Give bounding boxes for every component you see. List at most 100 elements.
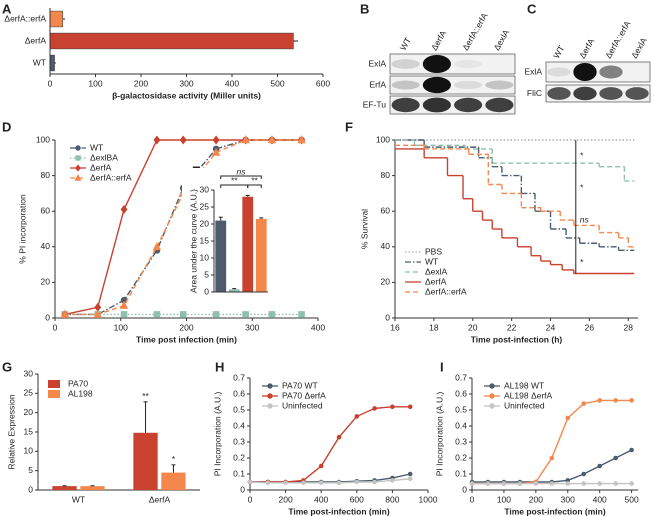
y-axis-label: PI Incorporation (A.U.) bbox=[434, 392, 444, 477]
x-tick-label: 100 bbox=[88, 78, 102, 88]
significance-label: ** bbox=[231, 175, 238, 185]
marker bbox=[533, 481, 539, 486]
significance-label: ns bbox=[580, 214, 590, 224]
blot-band bbox=[454, 97, 483, 113]
marker bbox=[242, 311, 249, 318]
y-tick-label: 80 bbox=[41, 170, 51, 180]
bar bbox=[228, 289, 240, 292]
x-tick-label: 16 bbox=[390, 322, 400, 332]
marker bbox=[283, 480, 288, 486]
marker bbox=[565, 415, 571, 421]
y-tick-label: 20 bbox=[24, 407, 34, 417]
significance-label: ns bbox=[237, 166, 247, 176]
blot-band bbox=[599, 87, 623, 100]
y-tick-label: 10 bbox=[200, 252, 210, 262]
marker bbox=[469, 481, 475, 486]
legend-label: AL198 ΔerfA bbox=[504, 390, 553, 400]
y-tick-label: 10 bbox=[24, 446, 34, 456]
marker bbox=[120, 204, 128, 214]
blot-band bbox=[422, 55, 451, 73]
legend-swatch bbox=[48, 390, 60, 398]
x-tick-label: 500 bbox=[270, 78, 284, 88]
y-axis-label: PI Incorporation (A.U.) bbox=[212, 392, 222, 477]
marker bbox=[581, 471, 587, 477]
y-tick-label: 0.3 bbox=[455, 436, 467, 446]
lane-label: ΔerfA::erfA bbox=[603, 19, 633, 60]
marker bbox=[212, 135, 220, 145]
blot-band bbox=[573, 63, 597, 81]
category-label: ΔerfA bbox=[25, 35, 47, 45]
legend-marker bbox=[267, 393, 273, 399]
blot-band bbox=[422, 97, 451, 113]
y-tick-label: 0.6 bbox=[233, 388, 245, 398]
y-tick-label: 0.5 bbox=[455, 404, 467, 414]
blot-strip bbox=[545, 84, 651, 103]
blot-strip bbox=[389, 95, 516, 115]
panel-letter: G bbox=[2, 359, 12, 374]
legend-marker bbox=[489, 383, 495, 389]
lane-label: WT bbox=[551, 44, 566, 60]
y-tick-label: 25 bbox=[24, 388, 34, 398]
y-tick-label: 0.2 bbox=[455, 452, 467, 462]
y-tick-label: 0.6 bbox=[455, 388, 467, 398]
lane-label: ΔerfA bbox=[577, 36, 596, 60]
marker bbox=[407, 404, 413, 410]
y-tick-label: 30 bbox=[200, 184, 210, 194]
x-tick-label: 100 bbox=[114, 322, 128, 332]
marker bbox=[485, 481, 491, 486]
bar bbox=[49, 10, 63, 28]
legend-label: Uninfected bbox=[282, 400, 323, 410]
marker bbox=[247, 479, 253, 485]
y-axis-label: Area under the curve (A.U.) bbox=[188, 189, 198, 293]
x-tick-label: 100 bbox=[497, 494, 511, 504]
blot-band bbox=[454, 59, 483, 69]
blot-strip bbox=[389, 75, 516, 95]
x-tick-label: 600 bbox=[350, 494, 364, 504]
x-tick-label: 400 bbox=[314, 494, 328, 504]
x-axis-label: Time post infection (min) bbox=[136, 334, 237, 344]
marker bbox=[354, 414, 360, 419]
marker bbox=[597, 398, 602, 403]
x-tick-label: 1000 bbox=[419, 494, 438, 504]
significance-label: * bbox=[580, 182, 584, 192]
blot-band bbox=[391, 80, 420, 90]
legend-label: ΔerfA::erfA bbox=[425, 286, 467, 296]
marker bbox=[265, 480, 271, 486]
marker bbox=[629, 447, 634, 453]
legend-label: ΔerfA bbox=[425, 276, 447, 286]
x-axis-label: Time post-infection (min) bbox=[504, 506, 606, 516]
y-tick-label: 60 bbox=[41, 205, 51, 215]
y-tick-label: 0 bbox=[28, 484, 33, 494]
legend-label: PA70 bbox=[68, 378, 88, 388]
blot-band bbox=[485, 97, 514, 113]
y-tick-label: 100 bbox=[36, 134, 50, 144]
legend-marker bbox=[75, 155, 81, 161]
panel-letter: B bbox=[360, 1, 369, 16]
marker bbox=[93, 309, 102, 318]
lane-label: ΔerfA bbox=[429, 28, 448, 52]
row-label: ExlA bbox=[369, 58, 387, 68]
blot-band bbox=[422, 76, 451, 94]
x-tick-label: 22 bbox=[507, 322, 517, 332]
blot-band bbox=[485, 80, 514, 90]
x-axis-label: Time post-infection (h) bbox=[471, 334, 563, 344]
marker bbox=[629, 398, 634, 403]
y-tick-label: 0.7 bbox=[233, 372, 245, 382]
bar bbox=[49, 54, 55, 72]
y-tick-label: 0 bbox=[385, 312, 390, 322]
x-tick-label: 200 bbox=[279, 494, 293, 504]
legend-label: PA70 ΔerfA bbox=[282, 390, 326, 400]
marker bbox=[390, 478, 395, 483]
y-tick-label: 0.7 bbox=[455, 372, 467, 382]
category-label: WT bbox=[33, 57, 46, 67]
category-label: ΔerfA::erfA bbox=[4, 13, 46, 23]
legend-label: ΔexlA bbox=[425, 266, 448, 276]
marker bbox=[179, 135, 187, 145]
x-tick-label: 26 bbox=[585, 322, 595, 332]
lane-label: ΔexlA bbox=[491, 28, 511, 53]
marker bbox=[153, 135, 161, 145]
legend-marker bbox=[267, 383, 273, 389]
marker bbox=[390, 404, 395, 410]
legend-marker bbox=[74, 174, 82, 181]
y-axis-label: % Survival bbox=[359, 209, 369, 249]
